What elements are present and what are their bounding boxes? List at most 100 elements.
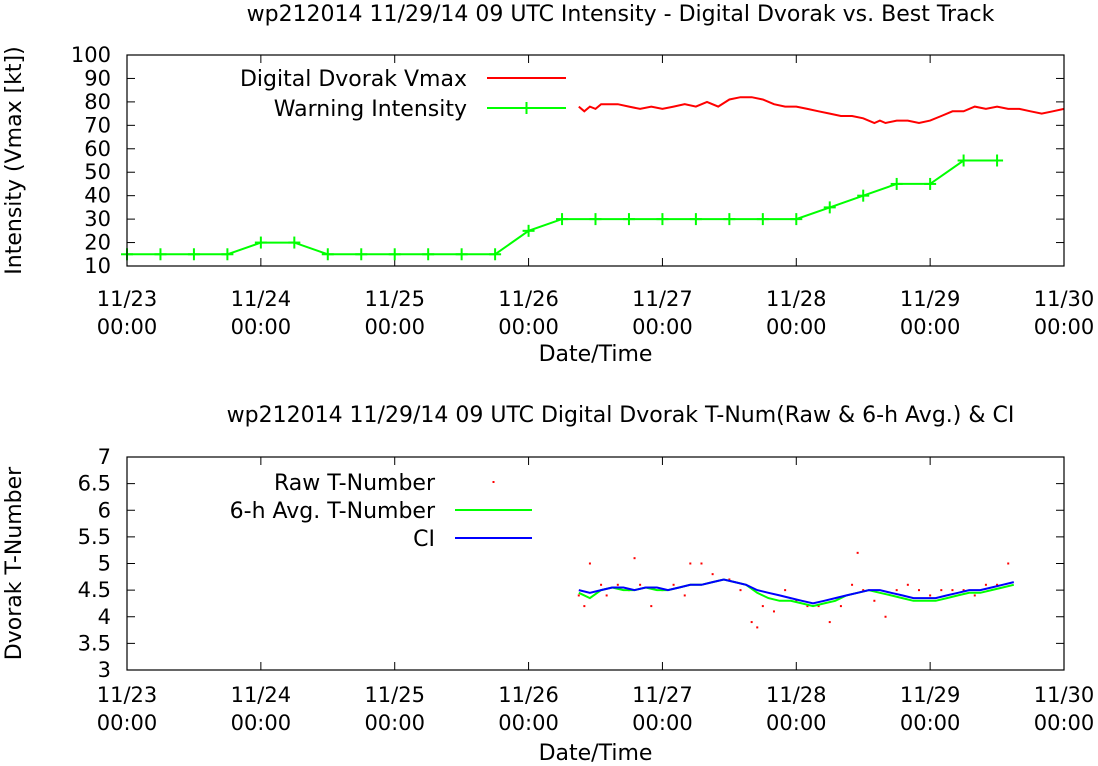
series-line bbox=[127, 159, 998, 256]
x-tick-label-time: 00:00 bbox=[231, 711, 292, 735]
x-tick-label-date: 11/28 bbox=[766, 683, 827, 707]
data-point-dot bbox=[600, 583, 603, 586]
x-axis-label: Date/Time bbox=[539, 741, 653, 766]
x-tick-label-time: 00:00 bbox=[498, 315, 559, 339]
data-point-marker bbox=[790, 213, 803, 226]
data-point-dot bbox=[1007, 562, 1010, 565]
data-point-dot bbox=[817, 605, 820, 608]
y-tick-label: 30 bbox=[84, 207, 111, 231]
y-tick-label: 20 bbox=[84, 231, 111, 255]
data-point-marker bbox=[957, 154, 970, 167]
plot-frame bbox=[126, 456, 1065, 671]
y-tick-label: 4 bbox=[98, 605, 111, 629]
y-tick-label: 60 bbox=[84, 137, 111, 161]
x-tick-label-date: 11/23 bbox=[97, 683, 158, 707]
data-point-marker bbox=[656, 213, 669, 226]
data-point-dot bbox=[917, 589, 920, 592]
data-point-dot bbox=[756, 626, 759, 629]
x-tick-label-date: 11/23 bbox=[97, 287, 158, 311]
legend-label: 6-h Avg. T-Number bbox=[230, 499, 436, 524]
data-point-dot bbox=[689, 562, 692, 565]
data-point-dot bbox=[672, 583, 675, 586]
intensity-chart: wp212014 11/29/14 09 UTC Intensity - Dig… bbox=[2, 2, 1094, 367]
data-point-dot bbox=[633, 557, 636, 560]
x-tick-label-date: 11/30 bbox=[1034, 683, 1095, 707]
x-tick-label-time: 00:00 bbox=[364, 711, 425, 735]
data-point-dot bbox=[895, 589, 898, 592]
series-warning-intensity bbox=[121, 154, 1004, 261]
data-point-marker bbox=[321, 248, 334, 261]
x-tick-label-date: 11/29 bbox=[900, 683, 961, 707]
plot-frame bbox=[126, 54, 1065, 267]
data-point-dot bbox=[862, 589, 865, 592]
data-point-dot bbox=[962, 589, 965, 592]
data-point-dot bbox=[851, 583, 854, 586]
y-tick-label: 80 bbox=[84, 90, 111, 114]
data-point-dot bbox=[583, 605, 586, 608]
x-tick-label-time: 00:00 bbox=[632, 711, 693, 735]
data-point-dot bbox=[761, 605, 764, 608]
data-point-dot bbox=[973, 594, 976, 597]
data-point-dot bbox=[828, 621, 831, 624]
x-tick-label-time: 00:00 bbox=[900, 315, 961, 339]
data-point-marker bbox=[187, 248, 200, 261]
data-point-marker bbox=[589, 213, 602, 226]
series-line bbox=[578, 96, 1065, 125]
x-tick-label-time: 00:00 bbox=[231, 315, 292, 339]
data-point-marker bbox=[823, 201, 836, 214]
y-tick-label: 7 bbox=[98, 445, 111, 469]
x-tick-label-date: 11/29 bbox=[900, 287, 961, 311]
x-tick-label-date: 11/27 bbox=[632, 683, 693, 707]
y-axis-label: Intensity (Vmax [kt]) bbox=[2, 46, 27, 274]
data-point-dot bbox=[795, 599, 798, 602]
y-tick-label: 70 bbox=[84, 113, 111, 137]
t-number-chart: wp212014 11/29/14 09 UTC Digital Dvorak … bbox=[2, 403, 1094, 766]
x-tick-label-time: 00:00 bbox=[364, 315, 425, 339]
data-point-dot bbox=[856, 551, 859, 554]
y-tick-label: 90 bbox=[84, 66, 111, 90]
data-point-dot bbox=[996, 583, 999, 586]
legend-label: Digital Dvorak Vmax bbox=[240, 67, 467, 92]
data-point-dot bbox=[639, 583, 642, 586]
x-tick-label-date: 11/30 bbox=[1034, 287, 1095, 311]
data-point-dot bbox=[940, 589, 943, 592]
x-tick-label-date: 11/26 bbox=[498, 287, 559, 311]
data-point-dot bbox=[577, 594, 580, 597]
data-point-dot bbox=[739, 589, 742, 592]
x-tick-label-time: 00:00 bbox=[498, 711, 559, 735]
x-tick-label-time: 00:00 bbox=[900, 711, 961, 735]
chart-title: wp212014 11/29/14 09 UTC Digital Dvorak … bbox=[227, 403, 1015, 428]
data-point-dot bbox=[683, 594, 686, 597]
data-point-dot bbox=[750, 621, 753, 624]
data-point-marker bbox=[388, 248, 401, 261]
x-axis-label: Date/Time bbox=[539, 342, 653, 367]
data-point-dot bbox=[650, 605, 653, 608]
data-point-marker bbox=[890, 177, 903, 190]
data-point-dot bbox=[605, 594, 608, 597]
data-point-dot bbox=[839, 605, 842, 608]
y-tick-label: 6.5 bbox=[78, 472, 111, 496]
data-point-dot bbox=[884, 615, 887, 618]
y-tick-label: 5 bbox=[98, 552, 111, 576]
data-point-dot bbox=[711, 573, 714, 576]
y-axis-label: Dvorak T-Number bbox=[2, 466, 27, 660]
x-tick-label-time: 00:00 bbox=[1034, 315, 1095, 339]
x-tick-label-date: 11/25 bbox=[364, 683, 425, 707]
data-point-dot bbox=[984, 583, 987, 586]
data-point-dot bbox=[588, 562, 591, 565]
series-raw-t-number bbox=[577, 551, 1010, 629]
data-point-dot bbox=[728, 578, 731, 581]
y-tick-label: 4.5 bbox=[78, 578, 111, 602]
series-digital-dvorak-vmax bbox=[578, 96, 1065, 125]
data-point-marker bbox=[422, 248, 435, 261]
y-tick-label: 50 bbox=[84, 160, 111, 184]
data-point-marker bbox=[723, 213, 736, 226]
x-tick-label-time: 00:00 bbox=[97, 315, 158, 339]
x-tick-label-time: 00:00 bbox=[632, 315, 693, 339]
data-point-dot bbox=[616, 583, 619, 586]
legend-label: Raw T-Number bbox=[274, 471, 436, 496]
x-tick-label-time: 00:00 bbox=[97, 711, 158, 735]
data-point-dot bbox=[951, 589, 954, 592]
x-tick-label-date: 11/28 bbox=[766, 287, 827, 311]
